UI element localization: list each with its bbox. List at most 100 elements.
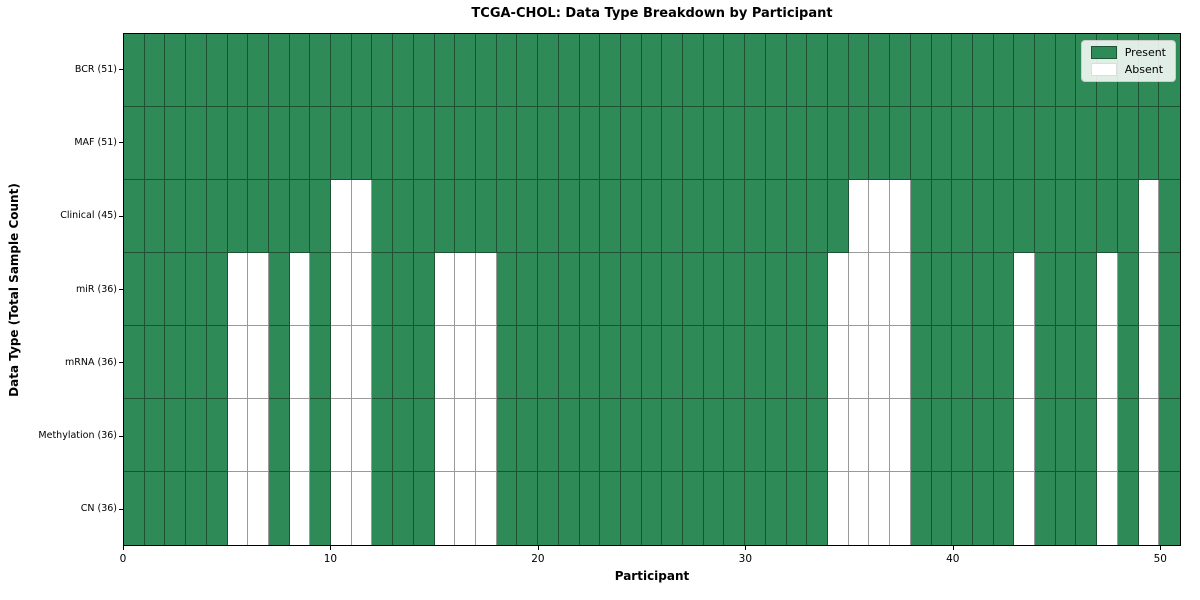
x-tick-label: 0: [119, 553, 127, 565]
heatmap-cell: [331, 472, 352, 545]
heatmap-cell: [372, 399, 394, 472]
heatmap-cell: [890, 399, 911, 472]
heatmap-cell: [1035, 180, 1056, 253]
heatmap-cell: [393, 107, 414, 180]
heatmap-cell: [972, 34, 994, 107]
heatmap-cell: [1076, 180, 1098, 253]
heatmap-cell: [1159, 326, 1180, 399]
heatmap-cell: [372, 107, 394, 180]
heatmap-cell: [1014, 180, 1036, 253]
heatmap-cell: [579, 107, 601, 180]
heatmap-cell: [310, 34, 332, 107]
heatmap-cell: [807, 326, 828, 399]
plot-area: [123, 33, 1181, 546]
heatmap-cell: [248, 107, 269, 180]
heatmap-cell: [600, 472, 621, 545]
heatmap-cell: [1076, 253, 1098, 326]
x-tick-label: 10: [323, 553, 338, 565]
y-tick-label: MAF (51): [74, 136, 117, 148]
heatmap-cell: [703, 472, 725, 545]
heatmap-cell: [1138, 472, 1160, 545]
heatmap-cell: [455, 34, 476, 107]
x-tick-label: 40: [946, 553, 960, 565]
heatmap-cell: [579, 34, 601, 107]
heatmap-cell: [289, 34, 311, 107]
heatmap-cell: [662, 326, 684, 399]
y-tick-mark: [119, 142, 123, 144]
heatmap-cell: [703, 180, 725, 253]
x-axis-label: Participant: [614, 569, 690, 583]
heatmap-cell: [1014, 399, 1036, 472]
heatmap-cell: [165, 472, 187, 545]
heatmap-cell: [807, 107, 828, 180]
heatmap-cell: [828, 253, 849, 326]
heatmap-cell: [310, 107, 332, 180]
heatmap-cell: [351, 253, 373, 326]
heatmap-cell: [765, 107, 787, 180]
heatmap-cell: [869, 326, 891, 399]
heatmap-cell: [455, 472, 476, 545]
heatmap-cell: [165, 253, 187, 326]
heatmap-cell: [206, 253, 228, 326]
y-tick-label: miR (36): [75, 283, 117, 295]
heatmap-cell: [910, 180, 932, 253]
heatmap-cell: [828, 180, 849, 253]
heatmap-cell: [952, 253, 973, 326]
heatmap-cell: [227, 180, 249, 253]
heatmap-cell: [683, 399, 704, 472]
heatmap-cell: [890, 180, 911, 253]
heatmap-cell: [828, 472, 849, 545]
heatmap-cell: [289, 399, 311, 472]
heatmap-cell: [517, 34, 539, 107]
heatmap-cell: [848, 107, 870, 180]
heatmap-cell: [476, 326, 497, 399]
heatmap-cell: [931, 180, 953, 253]
heatmap-cell: [952, 180, 973, 253]
heatmap-cell: [931, 472, 953, 545]
heatmap-cell: [1014, 34, 1036, 107]
heatmap-cell: [786, 253, 808, 326]
heatmap-cell: [724, 326, 746, 399]
heatmap-cell: [931, 107, 953, 180]
heatmap-cell: [890, 253, 911, 326]
heatmap-cell: [1097, 326, 1118, 399]
heatmap-cell: [331, 180, 352, 253]
heatmap-cell: [620, 107, 642, 180]
heatmap-cell: [972, 107, 994, 180]
heatmap-cell: [558, 326, 580, 399]
heatmap-cell: [765, 253, 787, 326]
heatmap-cell: [144, 253, 166, 326]
heatmap-cell: [952, 326, 973, 399]
heatmap-cell: [268, 107, 290, 180]
heatmap-cell: [931, 253, 953, 326]
heatmap-cell: [227, 399, 249, 472]
heatmap-cell: [476, 180, 497, 253]
heatmap-cell: [558, 107, 580, 180]
heatmap-cell: [1035, 253, 1056, 326]
heatmap-cell: [206, 107, 228, 180]
x-tick-mark: [123, 546, 124, 550]
heatmap-cell: [455, 253, 476, 326]
heatmap-cell: [496, 326, 518, 399]
heatmap-cell: [641, 107, 663, 180]
heatmap-cell: [765, 34, 787, 107]
heatmap-cell: [807, 180, 828, 253]
heatmap-cell: [1097, 253, 1118, 326]
heatmap-cell: [910, 472, 932, 545]
heatmap-cell: [227, 472, 249, 545]
heatmap-cell: [268, 472, 290, 545]
heatmap-cell: [289, 472, 311, 545]
heatmap-cell: [144, 326, 166, 399]
heatmap-cell: [186, 399, 207, 472]
heatmap-cell: [683, 34, 704, 107]
heatmap-cell: [620, 399, 642, 472]
heatmap-cell: [496, 107, 518, 180]
heatmap-cell: [910, 34, 932, 107]
heatmap-cell: [641, 399, 663, 472]
heatmap-cell: [848, 472, 870, 545]
heatmap-cell: [1014, 326, 1036, 399]
heatmap-cell: [828, 107, 849, 180]
heatmap-cell: [124, 326, 145, 399]
legend-label-absent: Absent: [1124, 63, 1164, 76]
heatmap-cell: [1097, 399, 1118, 472]
